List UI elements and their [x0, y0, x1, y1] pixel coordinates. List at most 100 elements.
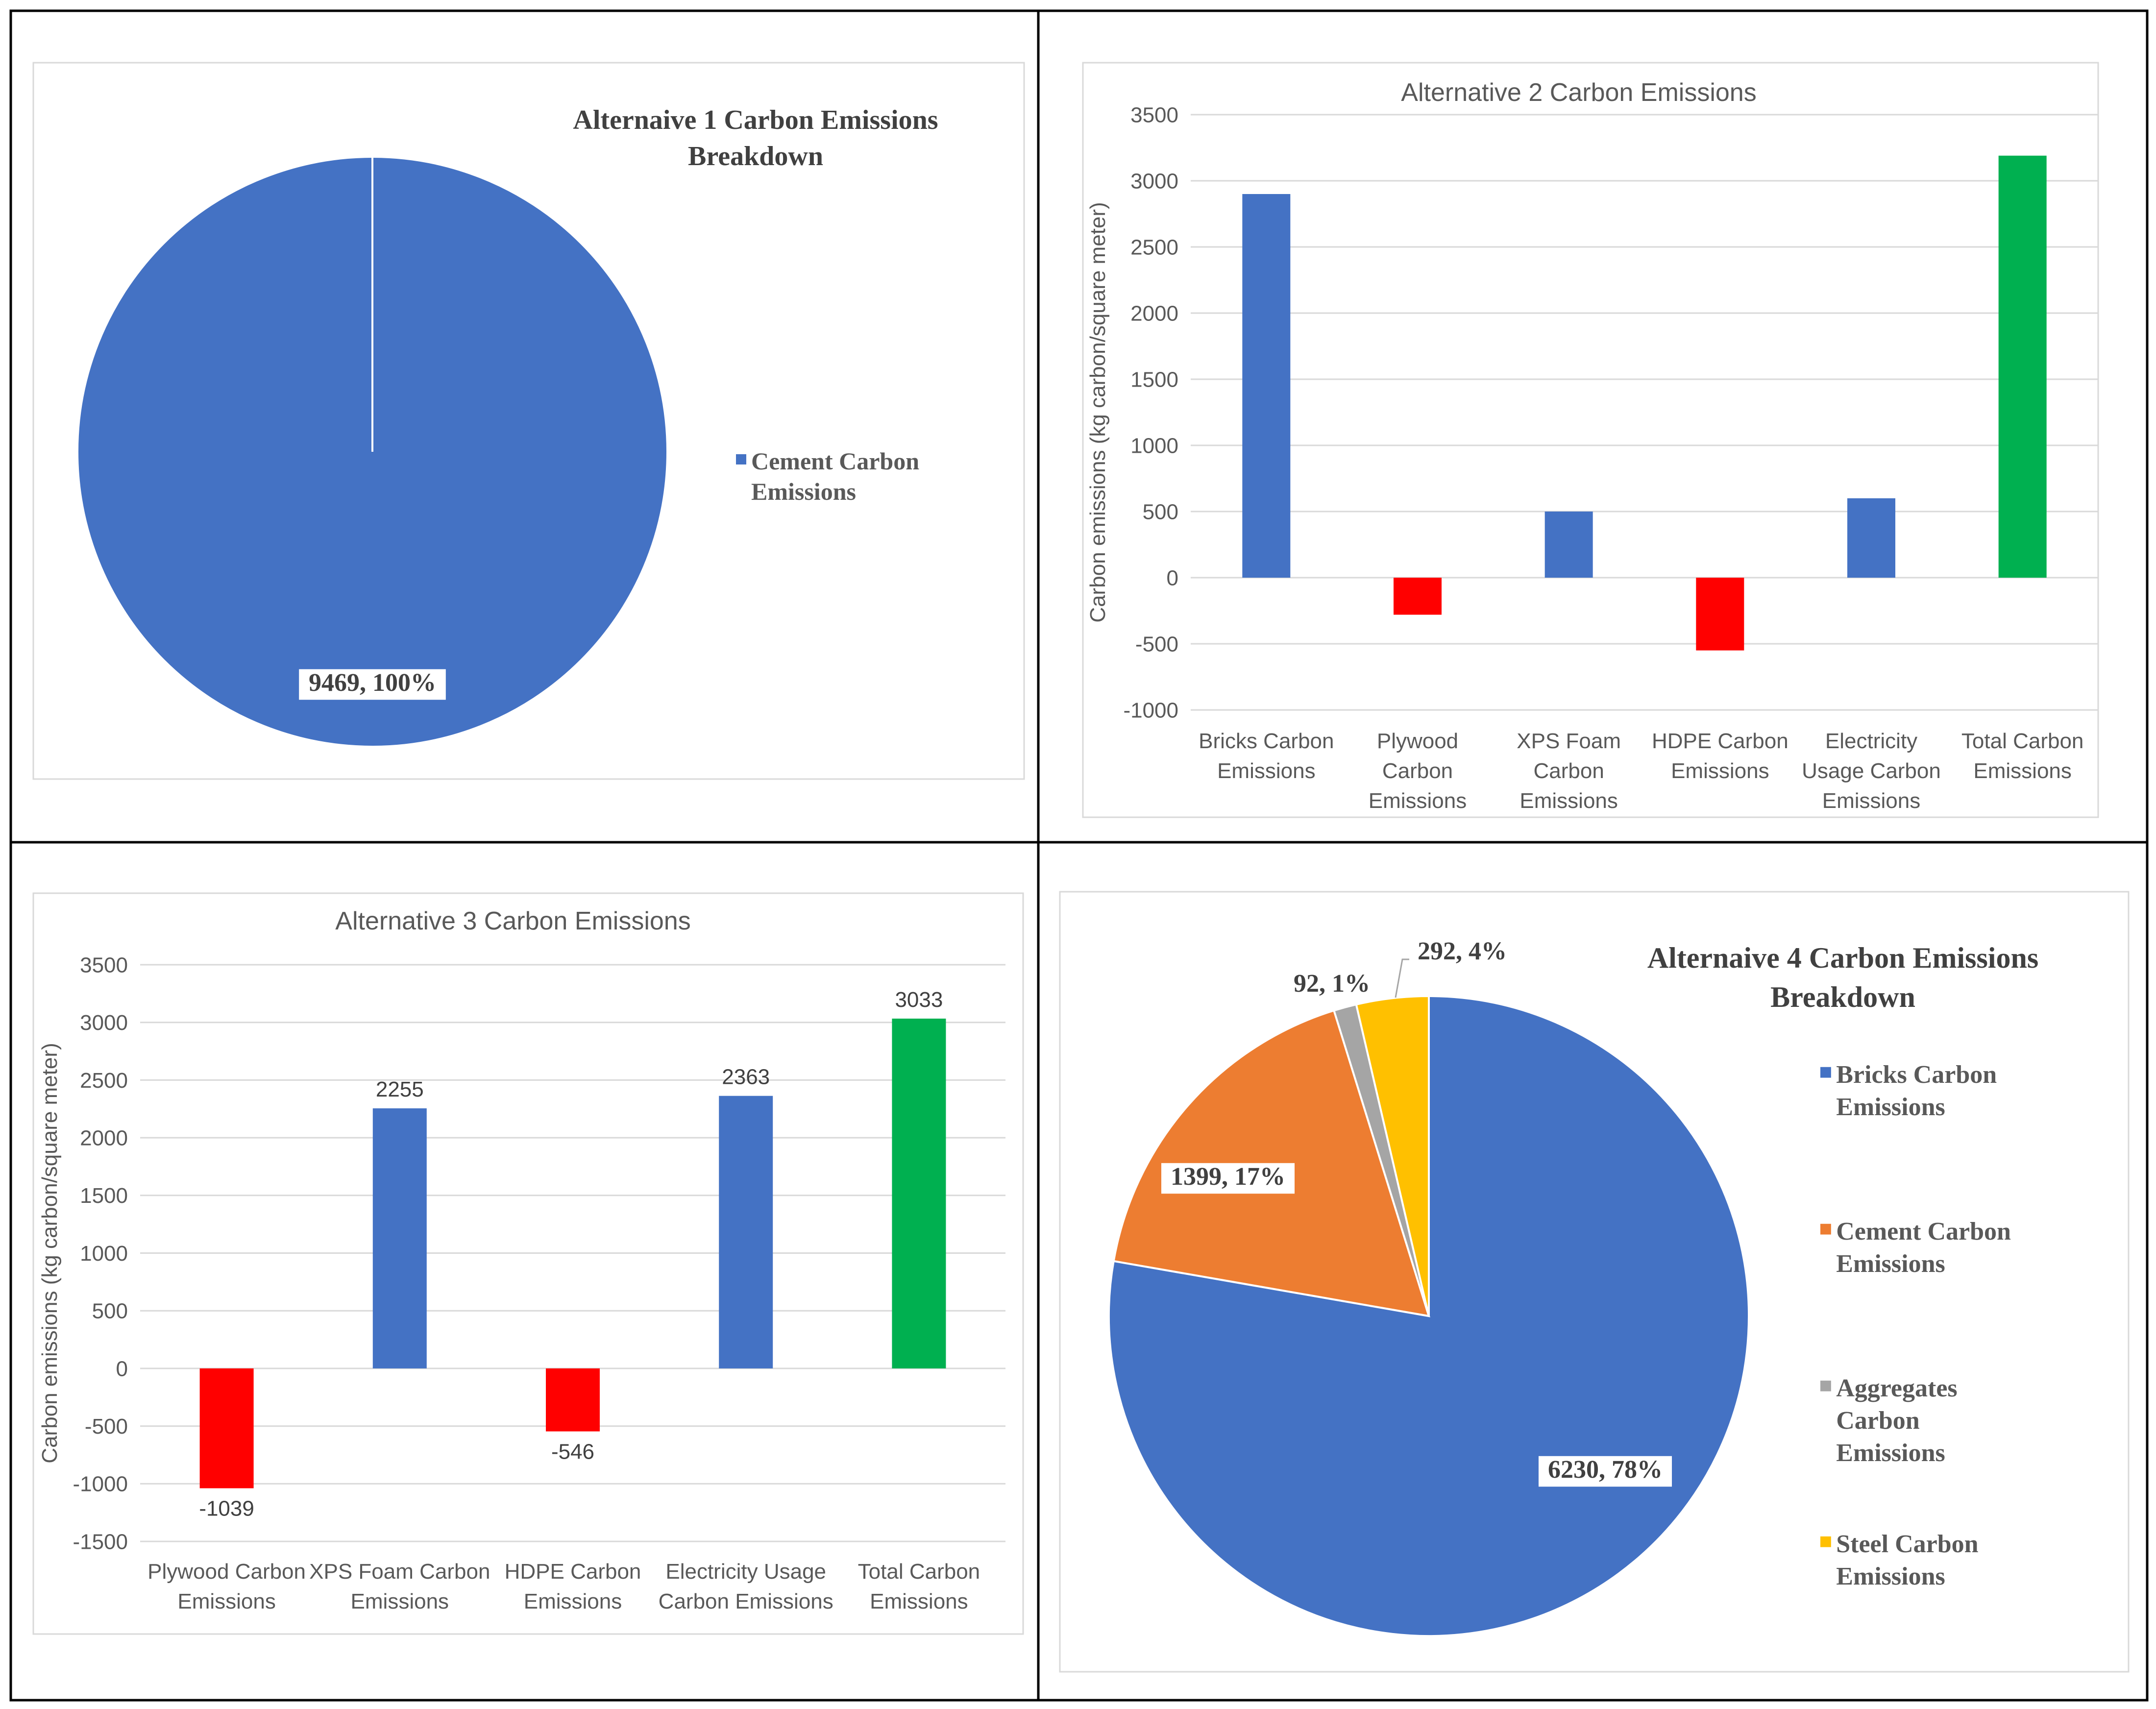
- x-tick-label: XPS Foam Carbon: [309, 1560, 490, 1584]
- chart-title: Breakdown: [688, 141, 823, 171]
- chart-alt4-pie: 6230, 78% 1399, 17% 92, 1% 292, 4% Alternaiv…: [1108, 937, 2038, 1637]
- bar-data-label: 2363: [722, 1065, 770, 1089]
- chart-alt1-pie: 9469, 100% Alternaive 1 Carbon Emissions B…: [76, 105, 938, 748]
- chart-title: Alternative 3 Carbon Emissions: [335, 907, 690, 935]
- chart-alt2-bar: -1000 -500 0 500 1000 1500 2000 2500 3000 3500 Alt…: [1086, 78, 2098, 813]
- chart-title: Alternaive 1 Carbon Emissions: [573, 105, 938, 135]
- pie-data-label: 9469, 100%: [309, 669, 436, 697]
- pie-data-label: 292, 4%: [1418, 937, 1507, 965]
- legend-label: Emissions: [1836, 1563, 1945, 1590]
- x-tick-label: HDPE Carbon: [505, 1560, 641, 1584]
- bar-data-label: 2255: [376, 1077, 424, 1101]
- y-tick-label: 1500: [1130, 367, 1178, 391]
- bar-data-label: -546: [551, 1440, 594, 1464]
- y-tick-label: 3000: [80, 1011, 128, 1035]
- pie-data-label: 6230, 78%: [1548, 1456, 1663, 1484]
- bar: [1847, 498, 1895, 578]
- x-tick-label: Plywood: [1377, 729, 1458, 753]
- y-tick-label: 500: [1143, 500, 1178, 524]
- legend-swatch: [1820, 1380, 1831, 1392]
- y-tick-label: 3500: [80, 953, 128, 977]
- x-tick-label: Usage Carbon: [1802, 759, 1941, 783]
- x-tick-label: Emissions: [870, 1589, 968, 1613]
- y-tick-label: -1000: [73, 1472, 128, 1496]
- y-tick-label: -500: [1135, 632, 1178, 656]
- x-tick-label: XPS Foam: [1517, 729, 1621, 753]
- y-tick-label: -1500: [73, 1530, 128, 1554]
- y-tick-label: 2000: [80, 1126, 128, 1150]
- x-tick-label: Emissions: [524, 1589, 622, 1613]
- bar: [1998, 155, 2047, 578]
- legend-label: Steel Carbon: [1836, 1530, 1978, 1558]
- x-tick-label: Electricity Usage: [665, 1560, 826, 1584]
- bar: [546, 1368, 600, 1432]
- y-tick-label: 2500: [1130, 235, 1178, 259]
- chart2-frame: [1082, 62, 2099, 818]
- legend-label: Bricks Carbon: [1836, 1061, 1997, 1089]
- legend-label: Cement Carbon: [1836, 1218, 2011, 1245]
- pie-data-label-box: [299, 669, 446, 700]
- x-tick-label: Emissions: [351, 1589, 449, 1613]
- y-tick-label: 3500: [1130, 103, 1178, 127]
- x-tick-label: Emissions: [1822, 789, 1921, 813]
- bar: [1394, 578, 1442, 615]
- legend-label: Emissions: [751, 478, 856, 505]
- x-tick-label: Bricks Carbon: [1199, 729, 1334, 753]
- y-axis-label: Carbon emissions (kg carbon/square meter…: [1086, 202, 1110, 622]
- pie-data-label: 92, 1%: [1294, 970, 1370, 998]
- legend-label: Emissions: [1836, 1093, 1945, 1121]
- pie-data-label-box: [1161, 1163, 1295, 1194]
- x-tick-label: Emissions: [1973, 759, 2072, 783]
- pie-leader-line: [1395, 958, 1409, 998]
- x-tick-label: Carbon: [1534, 759, 1604, 783]
- y-tick-label: -500: [85, 1415, 128, 1439]
- y-tick-label: 1000: [1130, 434, 1178, 458]
- x-tick-label: Emissions: [1519, 789, 1618, 813]
- bar: [372, 1108, 427, 1368]
- legend-swatch: [736, 454, 746, 464]
- x-tick-label: Electricity: [1825, 729, 1917, 753]
- chart-alt3-bar: -1500 -1000 -500 0 500 1000 1500 2000 2500 3000 35…: [38, 907, 1005, 1613]
- y-tick-label: -1000: [1123, 698, 1178, 722]
- x-tick-label: Emissions: [1217, 759, 1316, 783]
- y-tick-label: 1500: [80, 1184, 128, 1208]
- legend-swatch: [1820, 1536, 1831, 1547]
- y-tick-label: 2500: [80, 1069, 128, 1093]
- y-tick-label: 3000: [1130, 169, 1178, 193]
- y-axis-label: Carbon emissions (kg carbon/square meter…: [38, 1043, 62, 1463]
- bar: [1696, 578, 1744, 651]
- legend-label: Emissions: [1836, 1439, 1945, 1467]
- x-tick-label: Emissions: [1671, 759, 1769, 783]
- bar: [199, 1368, 254, 1489]
- x-tick-label: Plywood Carbon: [147, 1560, 306, 1584]
- pie-slice: [1355, 995, 1430, 1317]
- x-tick-label: Emissions: [1369, 789, 1467, 813]
- y-tick-label: 0: [1167, 566, 1178, 590]
- legend-swatch: [1820, 1223, 1831, 1235]
- x-tick-label: Emissions: [177, 1589, 276, 1613]
- y-tick-label: 2000: [1130, 301, 1178, 325]
- legend-label: Aggregates: [1836, 1374, 1957, 1402]
- bar: [892, 1018, 946, 1368]
- y-tick-label: 500: [92, 1299, 128, 1323]
- y-tick-label: 1000: [80, 1242, 128, 1266]
- y-tick-label: 0: [116, 1357, 128, 1381]
- chart-title: Breakdown: [1770, 981, 1915, 1013]
- legend-label: Cement Carbon: [751, 447, 919, 475]
- outer-border: [9, 9, 2149, 1702]
- bar: [1242, 194, 1291, 578]
- pie-data-label: 1399, 17%: [1171, 1163, 1285, 1191]
- chart-title: Alternaive 4 Carbon Emissions: [1647, 942, 2038, 974]
- chart3-frame: [32, 892, 1024, 1635]
- x-tick-label: Carbon: [1382, 759, 1453, 783]
- legend-swatch: [1820, 1067, 1831, 1078]
- pie-data-label-box: [1538, 1456, 1672, 1487]
- x-tick-label: Total Carbon: [858, 1560, 980, 1584]
- bar-data-label: -1039: [199, 1496, 254, 1520]
- legend-label: Carbon: [1836, 1407, 1920, 1435]
- bar: [1544, 512, 1593, 578]
- x-tick-label: Carbon Emissions: [659, 1589, 833, 1613]
- bar: [719, 1096, 773, 1368]
- x-tick-label: Total Carbon: [1961, 729, 2083, 753]
